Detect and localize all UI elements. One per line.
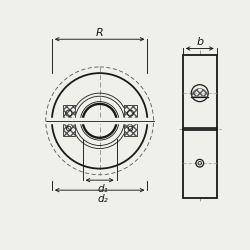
Text: b: b <box>196 37 203 47</box>
Bar <box>124 121 136 136</box>
Bar <box>63 121 75 136</box>
Bar <box>63 106 75 121</box>
Text: R: R <box>96 28 104 38</box>
Bar <box>124 106 136 121</box>
Bar <box>63 121 75 136</box>
Bar <box>183 55 217 198</box>
Text: d₁: d₁ <box>97 184 108 194</box>
Bar <box>63 106 75 121</box>
Bar <box>124 121 136 136</box>
Text: d₂: d₂ <box>97 194 108 204</box>
Bar <box>124 106 136 121</box>
